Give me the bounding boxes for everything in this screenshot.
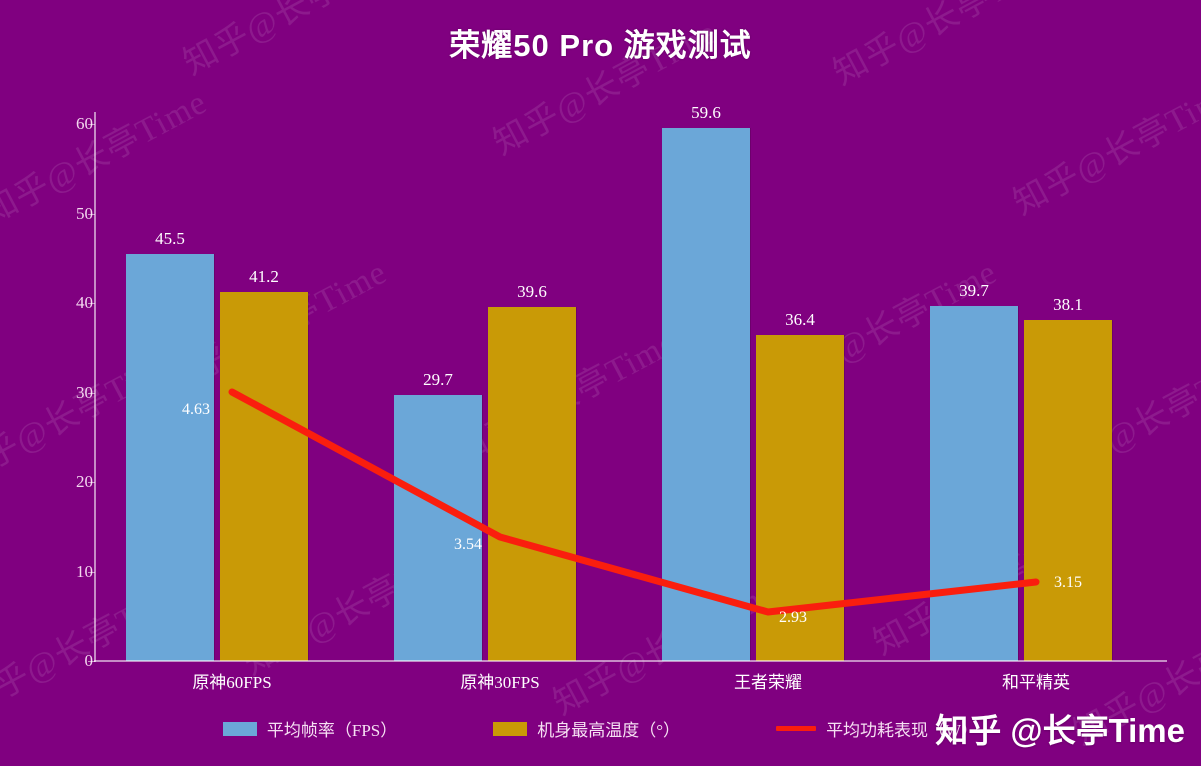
y-axis-line — [94, 112, 96, 662]
legend-swatch-power-line-icon — [776, 726, 817, 731]
bar-temp[interactable] — [220, 292, 308, 661]
legend-swatch-temp-icon — [493, 721, 528, 736]
bar-group-genshin60: 45.5 41.2 — [108, 124, 356, 661]
y-tick-label-10: 10 — [76, 562, 93, 581]
watermark-author: 知乎 @长亭Time — [935, 712, 1185, 749]
bar-group-genshin30: 29.7 39.6 — [376, 124, 624, 661]
legend-swatch-fps-icon — [222, 721, 257, 736]
bar-fps[interactable] — [662, 128, 750, 661]
legend-item-fps[interactable]: 平均帧率（FPS） — [222, 716, 398, 741]
line-value-2: 3.54 — [454, 536, 482, 553]
y-tick-label-50: 50 — [76, 204, 93, 223]
bar-temp[interactable] — [1024, 320, 1112, 661]
y-tick-label-0: 0 — [49, 651, 94, 671]
bar-value-temp: 39.6 — [517, 282, 547, 301]
plot-area: 45.5 41.2 29.7 39.6 59.6 36.4 39.7 38.1 … — [94, 103, 1167, 661]
bar-value-fps: 59.6 — [691, 103, 721, 122]
x-tick-label-honorofkings: 王者荣耀 — [734, 673, 802, 692]
y-tick-mark-50 — [88, 214, 95, 215]
bar-fps[interactable] — [126, 254, 214, 661]
line-value-1: 4.63 — [182, 401, 210, 418]
x-tick-label-peacekeeper: 和平精英 — [1002, 673, 1070, 692]
bar-value-fps: 29.7 — [423, 370, 453, 389]
bar-group-peacekeeper: 39.7 38.1 — [912, 124, 1160, 661]
bar-value-temp: 38.1 — [1053, 295, 1083, 314]
y-tick-label-40: 40 — [76, 293, 93, 312]
y-tick-mark-0 — [88, 661, 95, 662]
y-tick-mark-10 — [88, 572, 95, 573]
bar-value-fps: 45.5 — [155, 229, 185, 248]
x-axis-line — [94, 660, 1167, 662]
y-tick-mark-40 — [88, 303, 95, 304]
bar-fps[interactable] — [394, 395, 482, 661]
power-line-path[interactable] — [228, 388, 1040, 616]
y-tick-label-20: 20 — [76, 472, 93, 491]
bar-value-temp: 41.2 — [249, 267, 279, 286]
y-tick-mark-20 — [88, 482, 95, 483]
legend-label-temp: 机身最高温度（°） — [537, 721, 681, 740]
line-value-3: 2.93 — [779, 609, 807, 626]
bar-temp[interactable] — [488, 307, 576, 661]
x-tick-label-genshin60: 原神60FPS — [192, 673, 272, 692]
power-line-series — [228, 388, 1040, 616]
x-tick-label-genshin30: 原神30FPS — [460, 673, 540, 692]
legend-label-fps: 平均帧率（FPS） — [266, 721, 398, 740]
bar-fps[interactable] — [930, 306, 1018, 661]
legend-item-power[interactable]: 平均功耗表现（W） — [776, 716, 978, 741]
y-tick-label-30: 30 — [76, 383, 93, 402]
y-tick-label-60: 60 — [76, 114, 93, 133]
bar-value-fps: 39.7 — [959, 281, 989, 300]
bar-value-temp: 36.4 — [785, 310, 815, 329]
page-title: 荣耀50 Pro 游戏测试 — [449, 28, 752, 63]
legend-label-power: 平均功耗表现（W） — [826, 721, 979, 740]
legend: 平均帧率（FPS） 机身最高温度（°） 平均功耗表现（W） — [0, 716, 1201, 741]
line-value-4: 3.15 — [1054, 574, 1082, 591]
y-tick-mark-30 — [88, 393, 95, 394]
legend-item-temp[interactable]: 机身最高温度（°） — [493, 716, 680, 741]
y-tick-mark-60 — [88, 124, 95, 125]
